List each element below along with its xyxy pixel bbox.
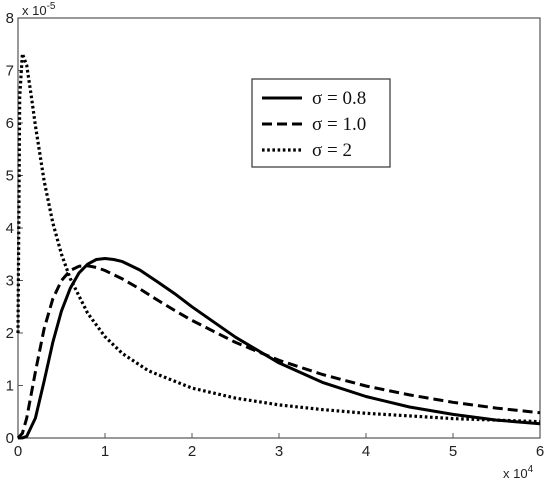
legend-label-sigma-0-8: σ = 0.8 bbox=[312, 88, 366, 109]
x-tick-label: 6 bbox=[536, 443, 544, 460]
x-tick-label: 3 bbox=[275, 443, 283, 460]
y-tick-label: 5 bbox=[6, 168, 14, 185]
legend-label-sigma-2: σ = 2 bbox=[312, 140, 352, 161]
y-axis-multiplier: x 10-5 bbox=[22, 1, 56, 18]
y-tick-label: 7 bbox=[6, 63, 14, 80]
series-line-3 bbox=[16, 52, 541, 424]
y-axis-ticks: 0 1 2 3 4 5 6 7 8 bbox=[6, 10, 23, 447]
legend: σ = 0.8 σ = 1.0 σ = 2 bbox=[251, 78, 391, 168]
y-tick-label: 6 bbox=[6, 115, 14, 132]
legend-label-sigma-1-0: σ = 1.0 bbox=[312, 114, 366, 135]
y-tick-label: 8 bbox=[6, 10, 14, 27]
x-multiplier-exponent: 4 bbox=[528, 464, 534, 475]
x-multiplier-base: x 10 bbox=[503, 466, 528, 481]
x-tick-label: 2 bbox=[188, 443, 196, 460]
x-axis-ticks: 0 1 2 3 4 5 6 bbox=[14, 433, 544, 460]
x-tick-label: 4 bbox=[362, 443, 370, 460]
y-tick-label: 0 bbox=[6, 430, 14, 447]
x-tick-label: 5 bbox=[449, 443, 457, 460]
series-line-1 bbox=[17, 257, 541, 440]
y-tick-label: 4 bbox=[6, 220, 14, 237]
legend-box bbox=[251, 78, 391, 168]
x-tick-label: 1 bbox=[101, 443, 109, 460]
y-tick-label: 3 bbox=[6, 273, 14, 290]
y-tick-label: 1 bbox=[6, 378, 14, 395]
y-multiplier-base: x 10 bbox=[22, 3, 47, 18]
y-multiplier-exponent: -5 bbox=[47, 1, 56, 12]
x-axis-multiplier: x 104 bbox=[503, 464, 534, 481]
series-layer bbox=[16, 52, 541, 440]
series-line-2 bbox=[16, 264, 541, 440]
x-tick-label: 0 bbox=[14, 443, 22, 460]
y-tick-label: 2 bbox=[6, 325, 14, 342]
